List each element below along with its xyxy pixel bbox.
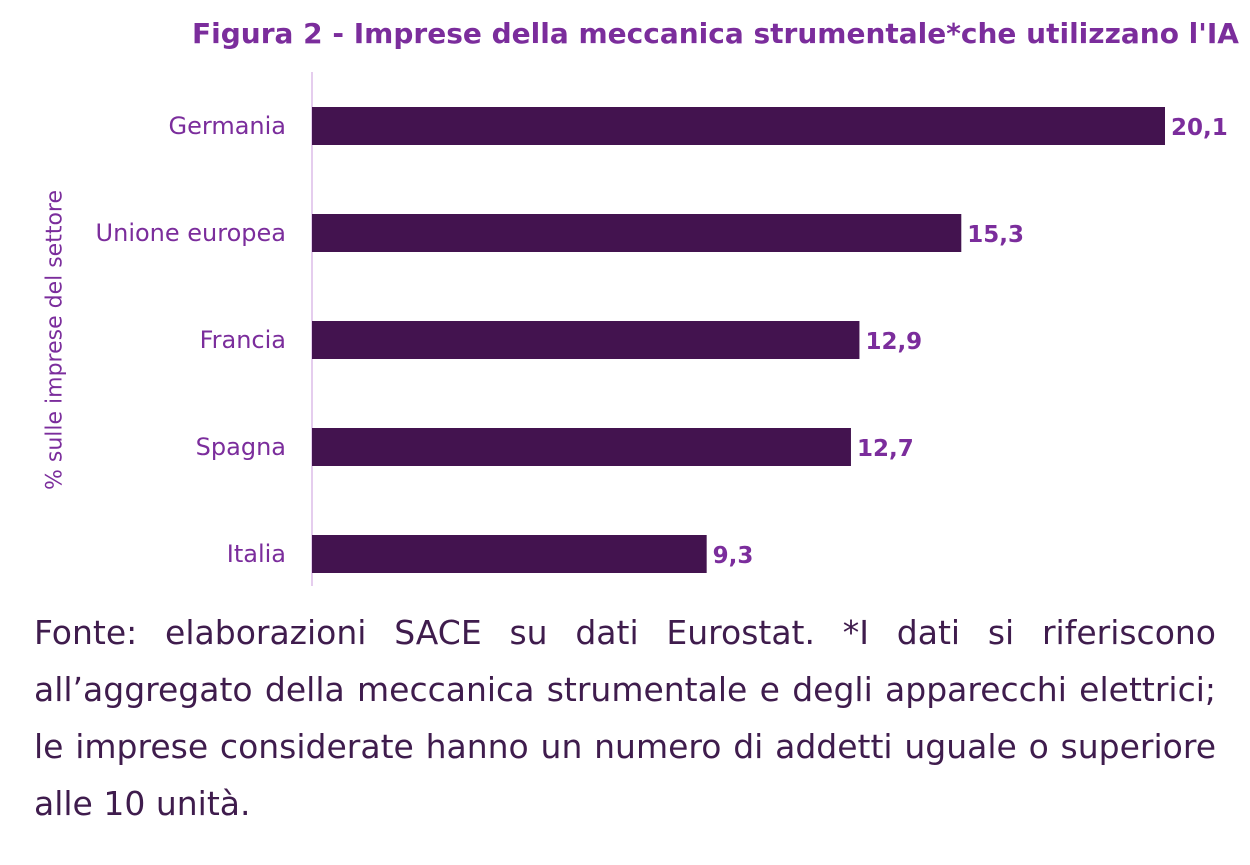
bar xyxy=(312,214,962,252)
category-label: Francia xyxy=(200,326,286,354)
value-label: 12,9 xyxy=(865,329,922,355)
value-label: 20,1 xyxy=(1171,115,1228,141)
bar-chart: Germania Unione europea Francia Spagna Itali… xyxy=(96,72,1228,586)
chart-title: Figura 2 - Imprese della meccanica strum… xyxy=(192,17,1239,50)
value-labels-group: 20,1 15,3 12,9 12,7 9,3 xyxy=(713,115,1228,569)
bar xyxy=(312,428,851,466)
category-label: Unione europea xyxy=(96,219,286,247)
value-label: 15,3 xyxy=(967,222,1024,248)
bar xyxy=(312,535,707,573)
source-note: Fonte: elaborazioni SACE su dati Eurosta… xyxy=(34,613,1216,823)
bar xyxy=(312,107,1165,145)
category-label: Germania xyxy=(169,112,286,140)
value-label: 9,3 xyxy=(713,543,754,569)
value-label: 12,7 xyxy=(857,436,914,462)
bar xyxy=(312,321,860,359)
category-label: Italia xyxy=(227,540,286,568)
bars-group xyxy=(312,107,1165,573)
category-labels-group: Germania Unione europea Francia Spagna Itali… xyxy=(96,112,286,568)
category-label: Spagna xyxy=(196,433,286,461)
